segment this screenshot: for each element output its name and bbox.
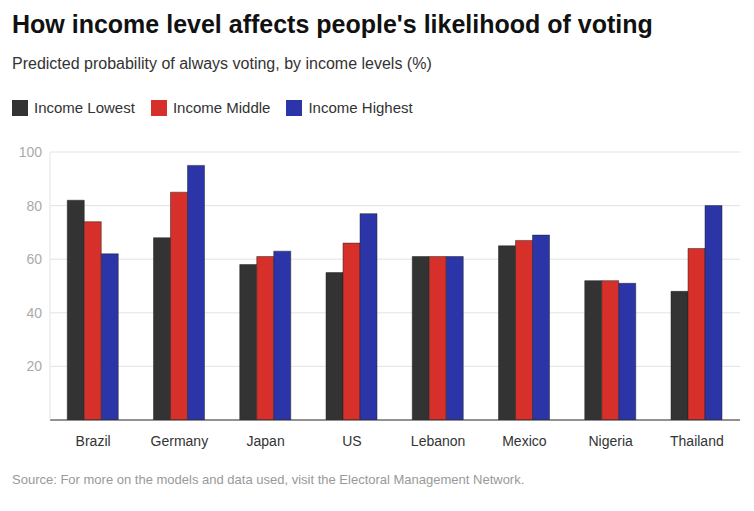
html-text:Income Middle: Income Middle [172,99,271,116]
svg-text:100: 100 [19,144,43,160]
svg-text:Mexico: Mexico [502,433,547,449]
html-text:Source: For more on the models: Source: For more on the models and data … [12,472,525,487]
svg-text:Nigeria: Nigeria [588,433,633,449]
svg-text:Brazil: Brazil [76,433,111,449]
svg-text:Germany: Germany [151,433,209,449]
svg-text:Japan: Japan [247,433,285,449]
svg-text:80: 80 [26,198,42,214]
html-text:Income Highest: Income Highest [308,99,413,116]
svg-text:US: US [342,433,361,449]
html-text:Predicted probability of alway: Predicted probability of always voting, … [12,55,432,72]
svg-text:20: 20 [26,358,42,374]
svg-text:Lebanon: Lebanon [411,433,466,449]
svg-text:40: 40 [26,305,42,321]
svg-text:60: 60 [26,251,42,267]
html-text:How income level affects peopl: How income level affects people's likeli… [12,10,653,38]
svg-text:Thailand: Thailand [670,433,724,449]
html-text:Income Lowest: Income Lowest [34,99,135,116]
